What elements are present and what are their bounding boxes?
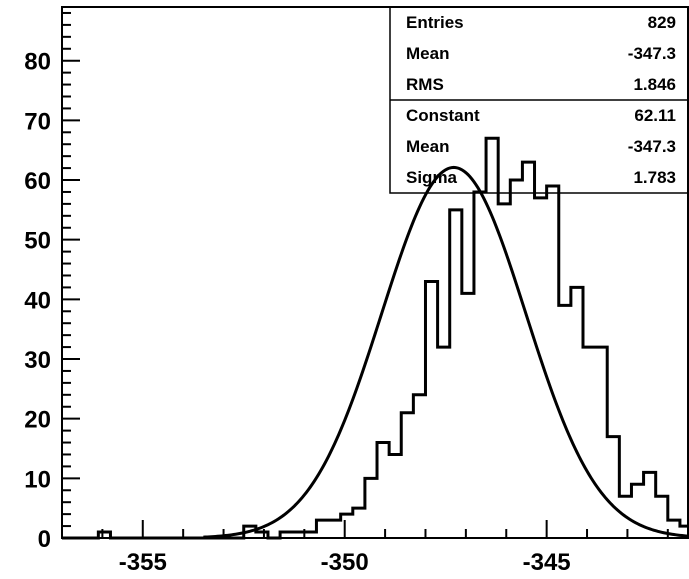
y-tick-label: 40 <box>24 287 51 314</box>
y-tick-label: 50 <box>24 228 51 255</box>
stat-value: 1.783 <box>633 168 676 187</box>
y-tick-label: 30 <box>24 347 51 374</box>
stat-label: Entries <box>406 13 464 32</box>
stat-value: 829 <box>648 13 676 32</box>
axis-ticks <box>61 11 669 539</box>
y-tick-label: 60 <box>24 168 51 195</box>
stat-value: 1.846 <box>633 75 676 94</box>
y-tick-label: 0 <box>38 526 51 553</box>
plot-frame <box>61 6 689 539</box>
stat-value: -347.3 <box>628 44 676 63</box>
stat-label: RMS <box>406 75 444 94</box>
y-tick-label: 80 <box>24 49 51 76</box>
stat-label: Mean <box>406 137 449 156</box>
x-tick-label: -345 <box>523 549 571 576</box>
tick-labels: 0 10 20 30 40 50 60 70 80 -355 -350 -345 <box>24 49 570 576</box>
x-tick-label: -355 <box>119 549 167 576</box>
statistics-box: Entries 829 Mean -347.3 RMS 1.846 Constant 62.1… <box>389 6 689 194</box>
x-tick-label: -350 <box>321 549 369 576</box>
histogram-outline <box>62 136 689 540</box>
stat-value: -347.3 <box>628 137 676 156</box>
stat-label: Mean <box>406 44 449 63</box>
y-tick-label: 20 <box>24 407 51 434</box>
stat-label: Constant <box>406 106 480 125</box>
stat-label: Sigma <box>406 168 458 187</box>
gaussian-fit-curve <box>203 165 689 539</box>
y-tick-label: 10 <box>24 466 51 493</box>
y-tick-label: 70 <box>24 108 51 135</box>
stat-value: 62.11 <box>634 106 676 125</box>
